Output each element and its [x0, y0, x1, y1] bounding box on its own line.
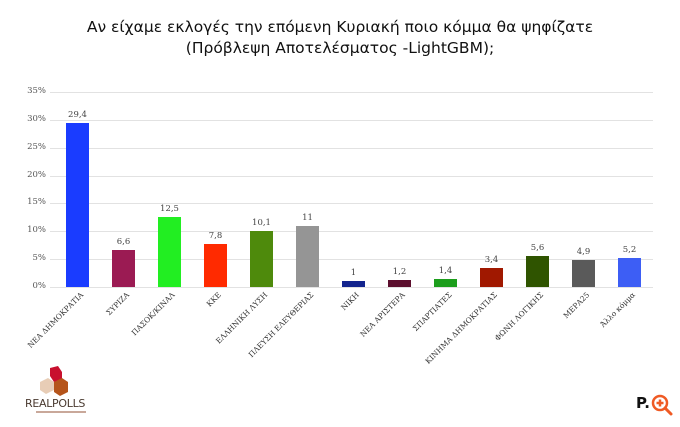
gridline	[50, 148, 653, 149]
bar	[526, 255, 549, 287]
gridline	[50, 259, 653, 260]
bar	[434, 279, 457, 287]
bar	[66, 123, 89, 287]
x-category-label: Άλλο κόμμα	[597, 290, 637, 330]
gridline	[50, 120, 653, 121]
realpolls-tagline	[36, 411, 86, 413]
chart-title-line-2: (Πρόβλεψη Αποτελέσματος -LightGBM);	[185, 39, 495, 57]
bar	[480, 268, 503, 287]
bar	[204, 243, 227, 287]
bar-value-label: 3,4	[484, 255, 499, 266]
x-category-label: ΜΕΡΑ25	[561, 290, 591, 321]
bar-value-label: 6,6	[116, 237, 131, 248]
chart-title-line-1: Αν είχαμε εκλογές την επόμενη Κυριακή πο…	[86, 18, 594, 36]
x-category-label: ΦΩΝΗ ΛΟΓΙΚΗΣ	[492, 290, 545, 343]
bar	[250, 230, 273, 287]
bar-value-label: 4,9	[576, 246, 591, 257]
bar-value-label: 5,2	[622, 245, 637, 256]
bar	[572, 259, 595, 287]
x-category-label: ΚΚΕ	[204, 290, 223, 309]
x-category-label: ΝΕΑ ΑΡΙΣΤΕΡΑ	[357, 290, 407, 339]
gridline	[50, 176, 653, 177]
x-category-label: ΠΑΣΟΚ/ΚΙΝΑΛ	[129, 290, 177, 338]
gridline	[50, 231, 653, 232]
y-tick-label: 10%	[27, 225, 46, 235]
y-tick-label: 0%	[32, 281, 47, 291]
bar-value-label: 12,5	[160, 204, 179, 215]
bar-value-label: 1,4	[438, 266, 453, 277]
p-zoom-logo: P.	[636, 392, 676, 422]
y-tick-label: 35%	[27, 86, 46, 96]
bar-value-label: 5,6	[530, 242, 545, 253]
gridline	[50, 203, 653, 204]
bar	[112, 250, 135, 287]
y-tick-label: 5%	[32, 253, 47, 263]
bar	[618, 258, 641, 287]
y-tick-label: 30%	[27, 114, 46, 124]
bar-value-label: 1,2	[392, 267, 407, 278]
bar-value-label: 7,8	[208, 230, 223, 241]
bar	[158, 217, 181, 287]
magnifier-plus-icon	[651, 394, 673, 416]
p-logo-letter: P.	[636, 394, 650, 412]
bar-value-label: 29,4	[68, 110, 87, 121]
bar	[296, 225, 319, 287]
realpolls-cubes-icon	[40, 366, 68, 396]
bar-value-label: 1	[350, 268, 357, 279]
realpolls-logo: REALPOLLS	[22, 366, 92, 416]
x-category-label: ΝΙΚΗ	[338, 290, 361, 313]
y-tick-label: 25%	[27, 142, 46, 152]
x-category-label: ΣΠΑΡΤΙΑΤΕΣ	[410, 290, 454, 334]
y-tick-label: 20%	[27, 170, 46, 180]
gridline	[50, 92, 653, 93]
realpolls-wordmark: REALPOLLS	[25, 397, 86, 410]
bar-value-label: 10,1	[252, 217, 271, 228]
x-category-label: ΝΕΑ ΔΗΜΟΚΡΑΤΙΑ	[25, 290, 85, 350]
x-category-label: ΣΥΡΙΖΑ	[103, 290, 131, 318]
gridline	[50, 287, 653, 288]
bar	[388, 280, 411, 287]
chart-title: Αν είχαμε εκλογές την επόμενη Κυριακή πο…	[0, 17, 680, 59]
bar	[342, 281, 365, 287]
bar-value-label: 11	[302, 212, 313, 223]
y-tick-label: 15%	[27, 197, 46, 207]
